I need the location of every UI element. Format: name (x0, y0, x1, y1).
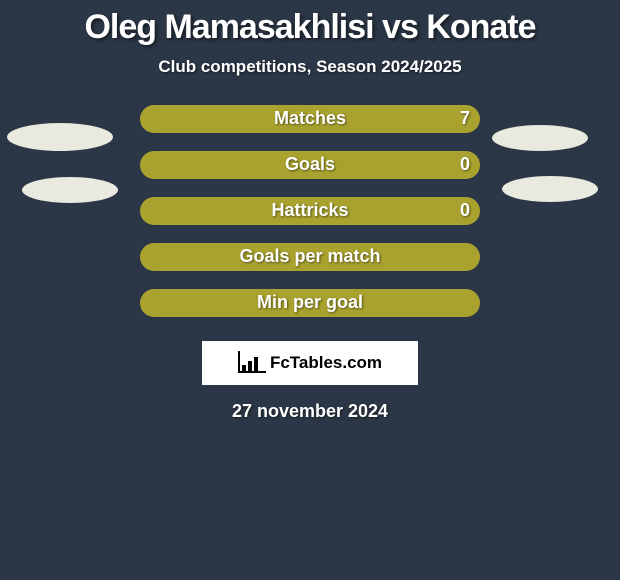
comparison-value-right: 0 (460, 200, 470, 221)
page-subtitle: Club competitions, Season 2024/2025 (0, 57, 620, 77)
decorative-ellipse (492, 125, 588, 151)
comparison-value-right: 0 (460, 154, 470, 175)
footer-date: 27 november 2024 (0, 401, 620, 422)
comparison-label: Hattricks (140, 200, 480, 221)
branding-box: FcTables.com (202, 341, 418, 385)
decorative-ellipse (502, 176, 598, 202)
comparison-row: Goals per match (0, 243, 620, 289)
comparison-value-right: 7 (460, 108, 470, 129)
comparison-row: Min per goal (0, 289, 620, 335)
decorative-ellipse (7, 123, 113, 151)
comparison-label: Goals per match (140, 246, 480, 267)
branding-text: FcTables.com (270, 353, 382, 373)
comparison-row: Hattricks0 (0, 197, 620, 243)
decorative-ellipse (22, 177, 118, 203)
page-title: Oleg Mamasakhlisi vs Konate (0, 0, 620, 47)
logo-chart-icon (238, 353, 264, 373)
comparison-label: Goals (140, 154, 480, 175)
comparison-label: Matches (140, 108, 480, 129)
comparison-label: Min per goal (140, 292, 480, 313)
